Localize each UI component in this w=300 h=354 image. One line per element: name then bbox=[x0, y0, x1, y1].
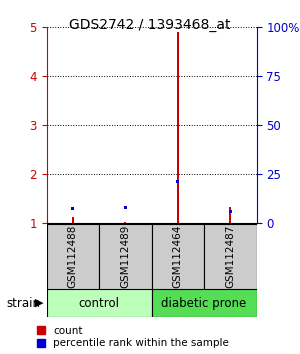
Text: diabetic prone: diabetic prone bbox=[161, 297, 247, 309]
Bar bbox=[72, 217, 74, 223]
Bar bbox=[176, 179, 179, 183]
Bar bbox=[124, 222, 126, 223]
Bar bbox=[124, 206, 127, 209]
Bar bbox=[99, 224, 152, 289]
Text: GSM112489: GSM112489 bbox=[120, 224, 130, 288]
Bar bbox=[46, 224, 99, 289]
Text: ▶: ▶ bbox=[34, 298, 43, 308]
Text: GDS2742 / 1393468_at: GDS2742 / 1393468_at bbox=[69, 18, 231, 33]
Text: GSM112488: GSM112488 bbox=[68, 224, 78, 288]
Bar bbox=[152, 289, 256, 317]
Text: strain: strain bbox=[6, 297, 40, 309]
Bar bbox=[204, 224, 256, 289]
Text: GSM112487: GSM112487 bbox=[225, 224, 235, 288]
Bar bbox=[177, 33, 179, 223]
Bar bbox=[152, 224, 204, 289]
Text: control: control bbox=[79, 297, 119, 309]
Bar bbox=[229, 210, 232, 213]
Text: GSM112464: GSM112464 bbox=[173, 224, 183, 288]
Bar bbox=[229, 207, 231, 223]
Bar bbox=[46, 289, 152, 317]
Bar bbox=[71, 207, 74, 210]
Legend: count, percentile rank within the sample: count, percentile rank within the sample bbox=[35, 324, 231, 350]
